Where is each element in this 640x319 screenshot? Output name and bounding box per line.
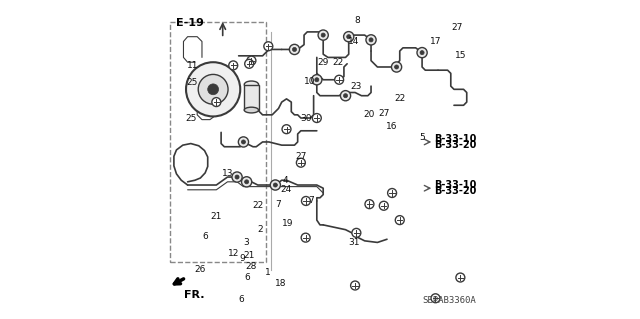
Circle shape [208,84,218,95]
Circle shape [292,48,296,51]
Text: 7: 7 [276,200,282,209]
Circle shape [315,78,319,82]
Text: 26: 26 [195,265,206,274]
Circle shape [321,33,325,37]
Ellipse shape [244,107,259,113]
Text: 30: 30 [300,114,312,122]
Circle shape [352,228,361,237]
Text: 14: 14 [348,37,360,46]
Circle shape [431,294,440,303]
Text: E-19: E-19 [177,18,204,27]
Text: B-33-10: B-33-10 [434,134,477,144]
Text: 17: 17 [429,37,441,46]
Text: 22: 22 [394,94,406,103]
Circle shape [394,65,399,69]
Circle shape [347,35,351,39]
Text: B-33-10: B-33-10 [434,180,477,190]
Circle shape [198,74,228,104]
Circle shape [289,44,300,55]
Text: 19: 19 [282,219,294,228]
Circle shape [392,62,402,72]
Text: 2: 2 [257,225,263,234]
Circle shape [296,158,305,167]
Circle shape [232,172,242,182]
Text: SEPAB3360A: SEPAB3360A [422,296,476,305]
Circle shape [417,48,427,58]
Circle shape [312,114,321,122]
Text: 5: 5 [419,133,425,142]
Circle shape [456,273,465,282]
Text: 21: 21 [211,212,222,221]
Circle shape [388,189,397,197]
Text: 29: 29 [317,58,329,67]
Circle shape [282,125,291,134]
Text: B-33-20: B-33-20 [434,140,477,150]
Text: 31: 31 [349,238,360,247]
Circle shape [344,32,354,42]
Text: 28: 28 [246,262,257,271]
Text: 11: 11 [187,61,198,70]
Text: 25: 25 [186,78,198,87]
Circle shape [301,233,310,242]
Text: 22: 22 [252,201,264,210]
Text: 16: 16 [387,122,398,130]
Text: 10: 10 [304,77,316,86]
Circle shape [312,75,322,85]
Circle shape [396,216,404,225]
Text: 1: 1 [266,268,271,277]
Ellipse shape [244,81,259,88]
Circle shape [241,177,252,187]
Circle shape [335,75,344,84]
Text: 4: 4 [282,176,288,185]
Text: 3: 3 [243,238,249,247]
Circle shape [244,180,249,184]
Circle shape [247,56,256,65]
Circle shape [318,30,328,40]
Text: 20: 20 [364,110,375,119]
Text: 27: 27 [295,152,307,161]
Circle shape [270,180,280,190]
Circle shape [273,183,277,187]
Text: 25: 25 [185,114,196,122]
Text: 8: 8 [355,16,360,25]
Circle shape [238,137,248,147]
Circle shape [228,61,237,70]
Text: 22: 22 [332,58,344,67]
Circle shape [380,201,388,210]
Circle shape [244,59,253,68]
Circle shape [264,42,273,51]
Text: FR.: FR. [184,290,205,300]
Circle shape [241,140,246,144]
Circle shape [344,94,348,98]
Text: 7: 7 [308,197,314,205]
Circle shape [212,98,221,107]
Text: 6: 6 [244,273,250,282]
Text: 27: 27 [451,23,463,32]
Text: B-33-20: B-33-20 [434,186,477,197]
Circle shape [301,197,310,205]
Circle shape [235,175,239,179]
Circle shape [420,51,424,55]
Text: 6: 6 [238,295,244,304]
Circle shape [365,200,374,209]
Text: 24: 24 [280,185,291,194]
Bar [244,85,259,110]
Text: 21: 21 [243,251,255,260]
Text: 9: 9 [239,254,245,263]
Text: 18: 18 [275,279,287,288]
Circle shape [340,91,351,101]
Text: 6: 6 [202,232,208,241]
Text: 12: 12 [228,249,239,258]
Text: 27: 27 [378,109,390,118]
Circle shape [369,38,373,42]
Text: 15: 15 [454,51,466,60]
Text: 13: 13 [221,169,233,178]
Text: 23: 23 [351,82,362,91]
Circle shape [366,35,376,45]
Circle shape [186,62,240,116]
Circle shape [351,281,360,290]
